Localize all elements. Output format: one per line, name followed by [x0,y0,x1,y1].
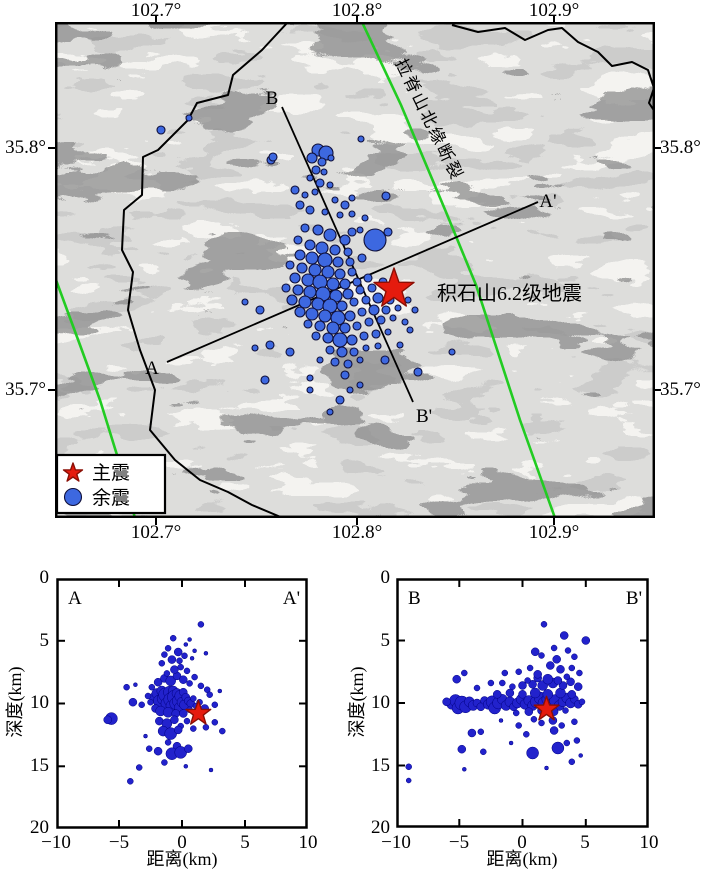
map-frame [55,22,655,518]
secB-ytick-4: 20 [371,817,390,838]
secA-xtick-4: 10 [298,832,318,853]
boundary-west [121,22,289,518]
legend-symbols [62,462,84,507]
map-lat-tick-right-2: 35.7° [660,379,701,400]
secB-xtick-0: −10 [381,832,411,853]
section-b-mainshock-star [533,695,560,721]
secA-xtick-1: −5 [108,832,130,853]
section-b-aftershocks [405,621,591,784]
secB-xlabel: 距离(km) [486,849,558,869]
secB-ytick-0: 0 [380,567,391,588]
map-lon-tick-bottom-3: 102.9° [528,522,580,543]
legend-mainshock-label: 主震 [92,462,130,484]
secA-ytick-3: 15 [30,755,49,776]
axis-tick [48,147,55,149]
section-a-corner-right: A' [283,588,300,609]
section-a-frame [56,578,308,829]
map-lon-tick-top-2: 102.8° [331,0,383,21]
map-lon-tick-bottom-2: 102.8° [331,522,383,543]
section-label-a-prime: A' [539,191,556,212]
axis-tick [48,389,55,391]
axis-tick [155,518,157,525]
axis-tick [654,389,661,391]
map-lon-tick-top-1: 102.7° [130,0,182,21]
axis-tick [155,15,157,22]
section-b-inner-ticks [398,580,647,826]
secA-xtick-3: 5 [240,832,250,853]
section-a-corner-left: A [68,588,82,609]
section-a-inner-ticks [58,580,306,827]
map-lat-tick-left-2: 35.7° [5,379,46,400]
section-label-b: B [266,88,279,109]
secA-ytick-1: 5 [39,630,50,651]
secB-xtick-4: 10 [639,832,659,853]
secA-xtick-0: −10 [41,832,71,853]
section-label-a: A [145,358,159,379]
secB-ylabel: 深度(km) [347,666,367,738]
axis-tick [356,15,358,22]
map-lon-tick-top-3: 102.9° [528,0,580,21]
secB-xtick-1: −5 [448,832,470,853]
secA-ytick-0: 0 [39,567,50,588]
secA-ylabel: 深度(km) [5,666,25,738]
secA-xtick-2: 0 [177,832,187,853]
section-a-panel: A A' [56,578,308,829]
secA-ytick-4: 20 [30,817,49,838]
secB-ytick-1: 5 [380,630,391,651]
axis-tick [553,518,555,525]
secB-xtick-3: 5 [580,832,590,853]
section-a-aftershocks [103,621,226,785]
event-annotation: 积石山6.2级地震 [437,282,582,305]
map-lat-tick-right-1: 35.8° [660,137,701,158]
secA-ytick-2: 10 [30,692,49,713]
secB-xtick-2: 0 [517,832,527,853]
section-b-frame [396,578,649,828]
axis-tick [654,147,661,149]
section-b-corner-right: B' [626,588,642,609]
secB-ytick-3: 15 [371,755,390,776]
secA-xlabel: 距离(km) [146,849,218,869]
fault-main [360,22,557,518]
section-a-mainshock-star [185,699,212,725]
secB-ytick-2: 10 [371,692,390,713]
section-b-panel: B B' [396,578,649,828]
mainshock-legend-icon [62,462,84,482]
map-line-work [55,22,655,518]
axis-tick [356,518,358,525]
map-lat-tick-left-1: 35.8° [5,137,46,158]
map-legend: 主震 余震 [55,453,167,515]
axis-tick [553,15,555,22]
map-lon-tick-bottom-1: 102.7° [130,522,182,543]
mainshock-star [373,267,415,307]
section-label-b-prime: B' [416,406,432,427]
legend-aftershock-label: 余震 [92,487,130,509]
aftershock-epicenters [156,114,456,416]
section-b-corner-left: B [408,588,421,609]
relief-map-panel: 拉脊山北缘断裂 A A' B B' 积石山6.2级地震 主震 余震 [55,22,655,518]
aftershock-legend-icon [63,487,83,507]
